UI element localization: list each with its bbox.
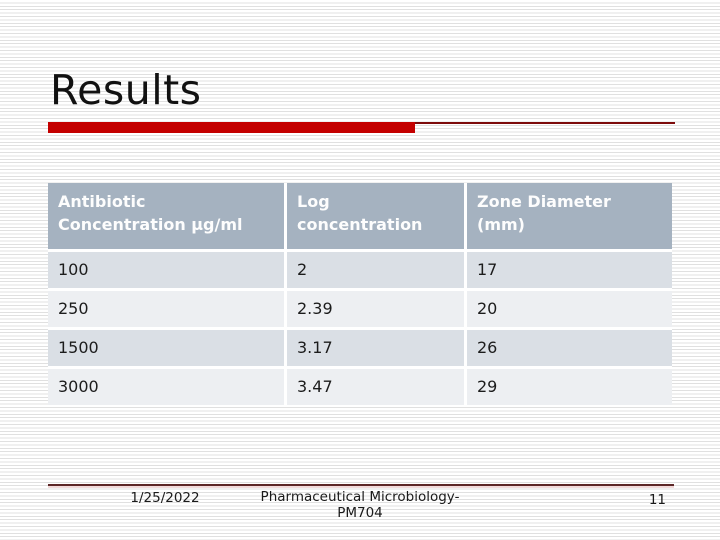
table-cell-row2-concentration: 1500 <box>48 330 284 366</box>
table-cell-row2-zone: 26 <box>467 330 672 366</box>
results-table: Antibiotic Concentration µg/ml Log conce… <box>48 183 672 405</box>
slide-title: Results <box>50 66 202 114</box>
header-line: Zone Diameter <box>477 192 611 211</box>
table-cell-row3-log: 3.47 <box>287 369 464 405</box>
table-cell-row1-zone: 20 <box>467 291 672 327</box>
table-header-zone-diameter: Zone Diameter (mm) <box>467 183 672 249</box>
table-header-log-concentration: Log concentration <box>287 183 464 249</box>
table-cell-row1-log: 2.39 <box>287 291 464 327</box>
footer-page-number: 11 <box>648 492 666 508</box>
footer-date: 1/25/2022 <box>130 490 200 506</box>
table-cell-row3-zone: 29 <box>467 369 672 405</box>
table-header-antibiotic-concentration: Antibiotic Concentration µg/ml <box>48 183 284 249</box>
table-cell-row1-concentration: 250 <box>48 291 284 327</box>
table-cell-row0-concentration: 100 <box>48 252 284 288</box>
title-underline-red-bar <box>48 122 415 133</box>
header-line: Log <box>297 192 330 211</box>
header-line: concentration <box>297 214 423 234</box>
table-cell-row0-zone: 17 <box>467 252 672 288</box>
table-cell-row0-log: 2 <box>287 252 464 288</box>
table-cell-row3-concentration: 3000 <box>48 369 284 405</box>
header-line: Concentration µg/ml <box>58 214 243 234</box>
footer-course-title: Pharmaceutical Microbiology-PM704 <box>260 489 460 521</box>
header-line: (mm) <box>477 214 525 234</box>
footer-divider-rule <box>48 484 674 486</box>
table-cell-row2-log: 3.17 <box>287 330 464 366</box>
header-line: Antibiotic <box>58 192 146 211</box>
